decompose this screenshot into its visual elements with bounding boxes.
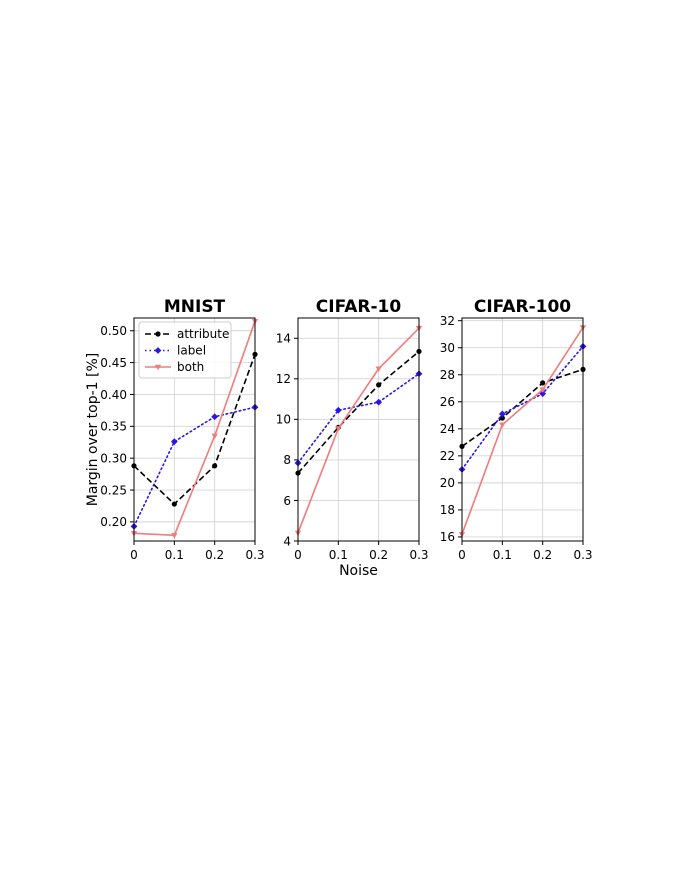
chart-panel-1: 0 0.1 0.2 0.3 0.20 0.25 0.30 0.35 0.40 0.45 0.50 MN…: [85, 297, 265, 562]
data-point-label: [498, 410, 506, 418]
y-tick-label: 4: [283, 534, 291, 548]
series-line-both: [297, 327, 420, 534]
x-tick-label: 0.3: [573, 548, 592, 562]
legend-entry-attribute: attribute: [145, 327, 229, 341]
chart-title: MNIST: [164, 297, 226, 317]
y-tick-label: 30: [440, 341, 455, 355]
data-point-both: [171, 533, 178, 539]
y-tick-label: 0.35: [100, 420, 127, 434]
data-point-both: [499, 422, 506, 428]
data-point-both: [375, 366, 382, 372]
data-point-attribute: [212, 463, 218, 469]
x-tick-label: 0.2: [533, 548, 552, 562]
x-tick-label: 0.3: [409, 548, 428, 562]
x-tick-label: 0.2: [369, 548, 388, 562]
x-tick-label: 0.1: [329, 548, 348, 562]
y-tick-label: 22: [440, 449, 455, 463]
series-attribute: [295, 348, 422, 476]
x-axis-label: Noise: [339, 563, 378, 579]
series-line-both: [461, 327, 584, 535]
legend-entry-label: label: [145, 344, 206, 358]
series-both: [458, 325, 587, 538]
y-tick-label: 28: [440, 368, 455, 382]
y-tick-label: 0.50: [100, 324, 127, 338]
legend: attribute label both: [138, 321, 232, 379]
plot-frame: [297, 317, 420, 542]
legend-label-both: both: [177, 360, 204, 374]
data-point-label: [334, 406, 342, 414]
x-tick-label: 0: [458, 548, 466, 562]
y-tick-label: 24: [440, 422, 455, 436]
series-line-both: [133, 320, 256, 537]
legend-label-attribute: attribute: [177, 327, 229, 341]
series-label: [458, 342, 587, 473]
y-tick-label: 20: [440, 476, 455, 490]
x-tick-label: 0.3: [245, 548, 264, 562]
chart-panel-2: 0 0.1 0.2 0.3 4 6 8 10 12 14 CIFAR-10 Noise: [276, 297, 429, 579]
y-tick-label: 26: [440, 395, 455, 409]
series-both: [130, 318, 259, 539]
grid-lines: [297, 318, 420, 542]
x-tick-label: 0: [130, 548, 138, 562]
y-tick-label: 0.20: [100, 515, 127, 529]
plot-frame: [461, 317, 584, 542]
data-point-label: [211, 413, 219, 421]
series-line-label: [133, 406, 256, 528]
series-attribute: [459, 366, 586, 449]
grid-lines: [461, 318, 584, 541]
data-point-attribute: [171, 501, 177, 507]
chart-panel-3: 0 0.1 0.2 0.3 16 18 20 22 24 26 28 30 32 CIFAR-100: [440, 297, 593, 562]
y-tick-label: 0.45: [100, 356, 127, 370]
chart-title: CIFAR-10: [316, 297, 402, 317]
x-tick-label: 0.2: [205, 548, 224, 562]
x-tick-label: 0.1: [493, 548, 512, 562]
data-point-both: [539, 387, 546, 393]
legend-marker-both: [154, 364, 162, 371]
data-point-label: [375, 398, 383, 406]
series-line-label: [461, 345, 584, 471]
series-both: [294, 325, 423, 537]
series-line-attribute: [297, 350, 420, 474]
data-point-both: [211, 433, 218, 440]
legend-label-label: label: [177, 344, 206, 358]
y-tick-label: 6: [283, 494, 291, 508]
y-axis-label: Margin over top-1 [%]: [85, 353, 101, 507]
y-tick-label: 12: [276, 372, 291, 386]
data-point-label: [170, 438, 178, 446]
legend-box: [138, 321, 232, 379]
plot-frame: [133, 317, 256, 542]
y-tick-label: 16: [440, 530, 455, 544]
legend-marker-attribute: [155, 331, 161, 337]
y-tick-label: 14: [276, 332, 291, 346]
data-point-attribute: [499, 415, 505, 421]
x-tick-label: 0.1: [165, 548, 184, 562]
legend-entry-both: both: [145, 360, 204, 374]
y-tick-label: 0.25: [100, 483, 127, 497]
y-tick-label: 10: [276, 413, 291, 427]
data-point-attribute: [376, 382, 382, 388]
data-point-both: [335, 426, 342, 432]
series-line-label: [297, 372, 420, 464]
series-line-attribute: [461, 368, 584, 448]
x-tick-label: 0: [294, 548, 302, 562]
series-label: [130, 403, 259, 530]
y-tick-label: 18: [440, 503, 455, 517]
y-tick-label: 32: [440, 314, 455, 328]
y-tick-label: 0.40: [100, 388, 127, 402]
series-label: [294, 370, 423, 467]
chart-title: CIFAR-100: [474, 297, 571, 317]
data-point-attribute: [540, 380, 546, 386]
y-tick-label: 8: [283, 453, 291, 467]
legend-marker-label: [154, 347, 162, 354]
y-tick-label: 0.30: [100, 451, 127, 465]
